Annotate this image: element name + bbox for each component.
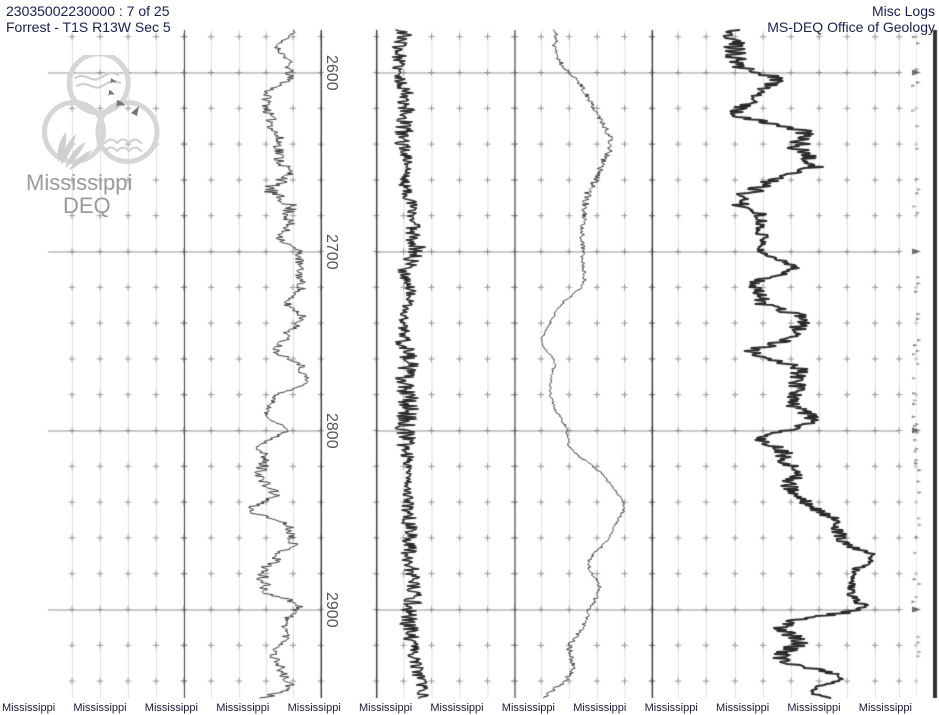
- svg-text:Mississippi: Mississippi: [26, 170, 132, 195]
- svg-text:DEQ: DEQ: [63, 193, 111, 218]
